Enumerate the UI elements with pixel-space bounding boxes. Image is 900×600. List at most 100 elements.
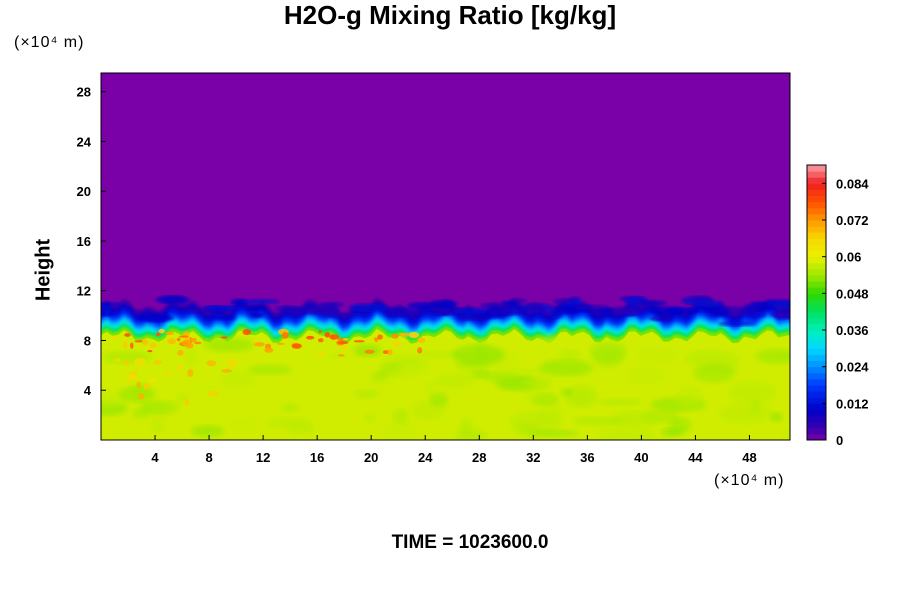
colorbar-segment [807, 220, 826, 227]
transition-blob [206, 315, 237, 320]
moisture-maximum [165, 331, 174, 335]
moist-texture [232, 427, 247, 440]
moisture-maximum [164, 370, 169, 376]
x-tick-label: 32 [526, 450, 540, 465]
moist-texture [388, 366, 428, 379]
colorbar-segment [807, 226, 826, 233]
transition-blob [574, 304, 609, 310]
colorbar-tick-label: 0.024 [836, 360, 869, 375]
colorbar-segment [807, 262, 826, 270]
colorbar-segment [807, 421, 826, 429]
colorbar-segment [807, 171, 826, 178]
moist-texture [540, 404, 564, 422]
transition-blob [666, 307, 701, 314]
moist-texture [354, 389, 379, 399]
colorbar-segment [807, 317, 826, 325]
transition-blob [717, 321, 755, 327]
transition-blob [525, 302, 545, 312]
transition-blob [250, 313, 264, 318]
transition-blob [770, 311, 790, 318]
x-tick-label: 24 [418, 450, 433, 465]
x-axis-ticks: 4 8 12 16 20 24 28 32 36 40 44 48 [151, 435, 757, 465]
moist-texture [429, 392, 449, 407]
y-tick-label: 4 [84, 383, 92, 398]
moisture-maximum [417, 347, 423, 354]
moisture-maximum [343, 338, 349, 341]
transition-blob [589, 310, 614, 318]
moisture-maximum [111, 335, 118, 339]
colorbar-segment [807, 232, 826, 239]
x-tick-label: 28 [472, 450, 486, 465]
moisture-maximum [253, 342, 265, 347]
moist-texture [593, 348, 624, 367]
moisture-maximum [399, 332, 410, 337]
colorbar-segment [807, 165, 826, 172]
colorbar-segment [807, 342, 826, 349]
moisture-maximum [176, 337, 181, 342]
moisture-maximum [221, 369, 233, 373]
moisture-maximum [141, 338, 149, 346]
colorbar-segment [807, 183, 826, 190]
moist-texture [560, 349, 581, 360]
moist-texture [521, 394, 555, 402]
moisture-maximum [126, 374, 138, 382]
colorbar-segment [807, 336, 826, 343]
transition-blob [500, 300, 517, 307]
transition-blob [609, 306, 643, 316]
y-tick-label: 28 [77, 85, 91, 100]
moist-texture [755, 348, 790, 364]
moisture-maximum [158, 328, 165, 334]
colorbar-segment [807, 372, 826, 380]
moisture-maximum [143, 383, 151, 390]
x-tick-label: 16 [310, 450, 324, 465]
moist-texture [466, 370, 518, 380]
colorbar-tick-label: 0.048 [836, 286, 869, 301]
y-tick-label: 24 [77, 134, 92, 149]
moisture-maximum [364, 349, 375, 354]
colorbar-segment [807, 207, 826, 215]
moisture-maximum [382, 350, 390, 355]
moisture-maximum [417, 337, 426, 344]
moist-texture [599, 398, 643, 406]
moist-texture [393, 408, 408, 425]
time-label: TIME = 1023600.0 [391, 532, 549, 553]
moisture-maximum [153, 360, 162, 365]
moist-texture [564, 385, 598, 408]
transition-blob [690, 295, 711, 301]
moisture-maximum [391, 333, 399, 339]
moisture-maximum [337, 341, 349, 345]
moist-texture [519, 379, 551, 386]
moist-texture [150, 419, 165, 435]
colorbar-segment [807, 195, 826, 203]
colorbar-segment [807, 244, 826, 252]
transition-blob [319, 301, 344, 308]
colorbar-segment [807, 385, 826, 392]
moisture-maximum [149, 342, 157, 349]
colorbar-segment [807, 293, 826, 300]
moist-texture [597, 424, 646, 440]
moist-texture [539, 359, 593, 377]
transition-blob [692, 300, 724, 308]
x-tick-label: 12 [256, 450, 270, 465]
colorbar-frame [806, 164, 827, 441]
moisture-maximum [137, 393, 145, 400]
moisture-maximum [167, 338, 176, 345]
colorbar-tick-label: 0.084 [836, 176, 869, 191]
moisture-maximum [178, 335, 189, 338]
colorbar-segment [807, 213, 826, 221]
moist-texture [118, 386, 156, 403]
transition-blob [187, 309, 203, 314]
moist-texture [693, 363, 736, 383]
moisture-maximum [264, 347, 274, 353]
moisture-maximum [220, 336, 228, 339]
moist-texture [435, 373, 476, 388]
moisture-maximum [318, 330, 322, 334]
x-tick-label: 4 [151, 450, 159, 465]
moist-texture [191, 425, 225, 438]
moisture-maximum [207, 390, 220, 397]
moisture-maximum [281, 331, 289, 339]
moisture-maximum [123, 341, 128, 349]
moist-texture [424, 380, 437, 396]
colorbar-segment [807, 189, 826, 197]
